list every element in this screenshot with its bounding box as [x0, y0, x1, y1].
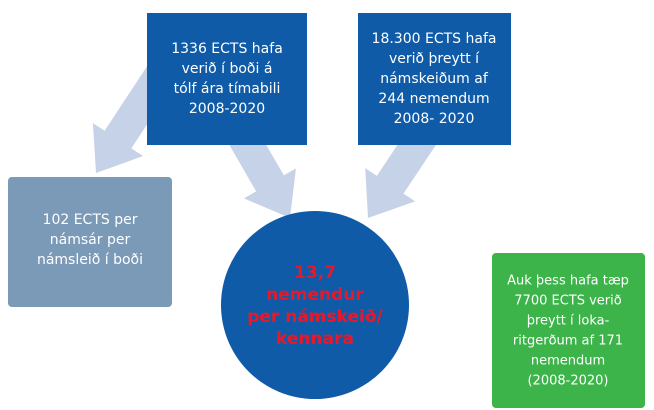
box-text-line: ritgerðum af 171 — [513, 334, 623, 349]
box-text-line: 2008- 2020 — [394, 111, 475, 127]
circle-students — [221, 211, 409, 399]
box-text-line: nemendur — [266, 285, 364, 305]
box-text-line: 13,7 — [294, 263, 336, 283]
box-text-line: kennara — [276, 329, 354, 349]
box-text-line: per námskeið/ — [247, 307, 383, 327]
box-text-line: Auk þess hafa tæp — [507, 274, 629, 289]
box-text-line: þreytt í loka- — [527, 314, 610, 329]
box-text-line: 102 ECTS per — [43, 212, 138, 228]
box-text-line: verið í boði á — [182, 61, 273, 77]
box-text-line: námsleið í boði — [37, 252, 143, 268]
box-offered — [147, 13, 307, 145]
box-text-line: 18.300 ECTS hafa — [372, 31, 497, 47]
box-text-line: 7700 ECTS verið — [514, 294, 621, 309]
box-text-line: (2008-2020) — [527, 374, 608, 389]
box-text-line: nemendum — [531, 354, 605, 369]
texts: 1336 ECTS hafa verið í boði á tólf ára tím… — [37, 31, 629, 389]
box-text-line: 2008-2020 — [189, 101, 265, 117]
box-text-line: námskeiðum af — [380, 71, 489, 87]
box-theses — [492, 253, 645, 408]
box-text-line: tólf ára tímabili — [174, 81, 281, 97]
box-text-line: námsár per — [50, 232, 131, 248]
box-taken — [358, 13, 511, 145]
box-text-line: 244 nemendum — [378, 91, 489, 107]
box-per-year — [8, 177, 172, 307]
box-text-line: verið þreytt í — [389, 51, 480, 67]
box-text-line: 1336 ECTS hafa — [171, 41, 283, 57]
